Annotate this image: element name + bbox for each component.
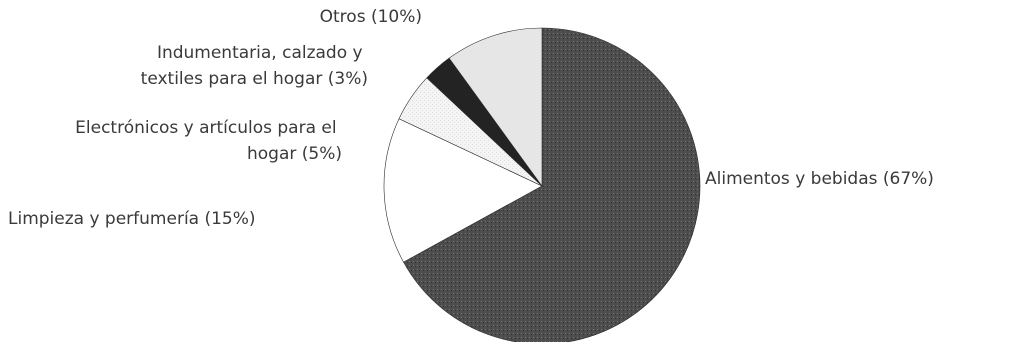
pie-slice-otros	[448, 27, 543, 187]
pie-slice-alimentos	[403, 27, 701, 342]
pie-slices	[383, 27, 701, 342]
slice-label-alimentos: Alimentos y bebidas (67%)	[705, 169, 934, 189]
slice-label-indumentaria: Indumentaria, calzado y textiles para el…	[141, 43, 368, 89]
slice-label-electronicos: Electrónicos y artículos para el hogar (…	[75, 118, 342, 164]
slice-label-otros: Otros (10%)	[320, 7, 422, 27]
pie-slice-limpieza	[383, 118, 543, 263]
slice-label-limpieza: Limpieza y perfumería (15%)	[8, 209, 256, 229]
